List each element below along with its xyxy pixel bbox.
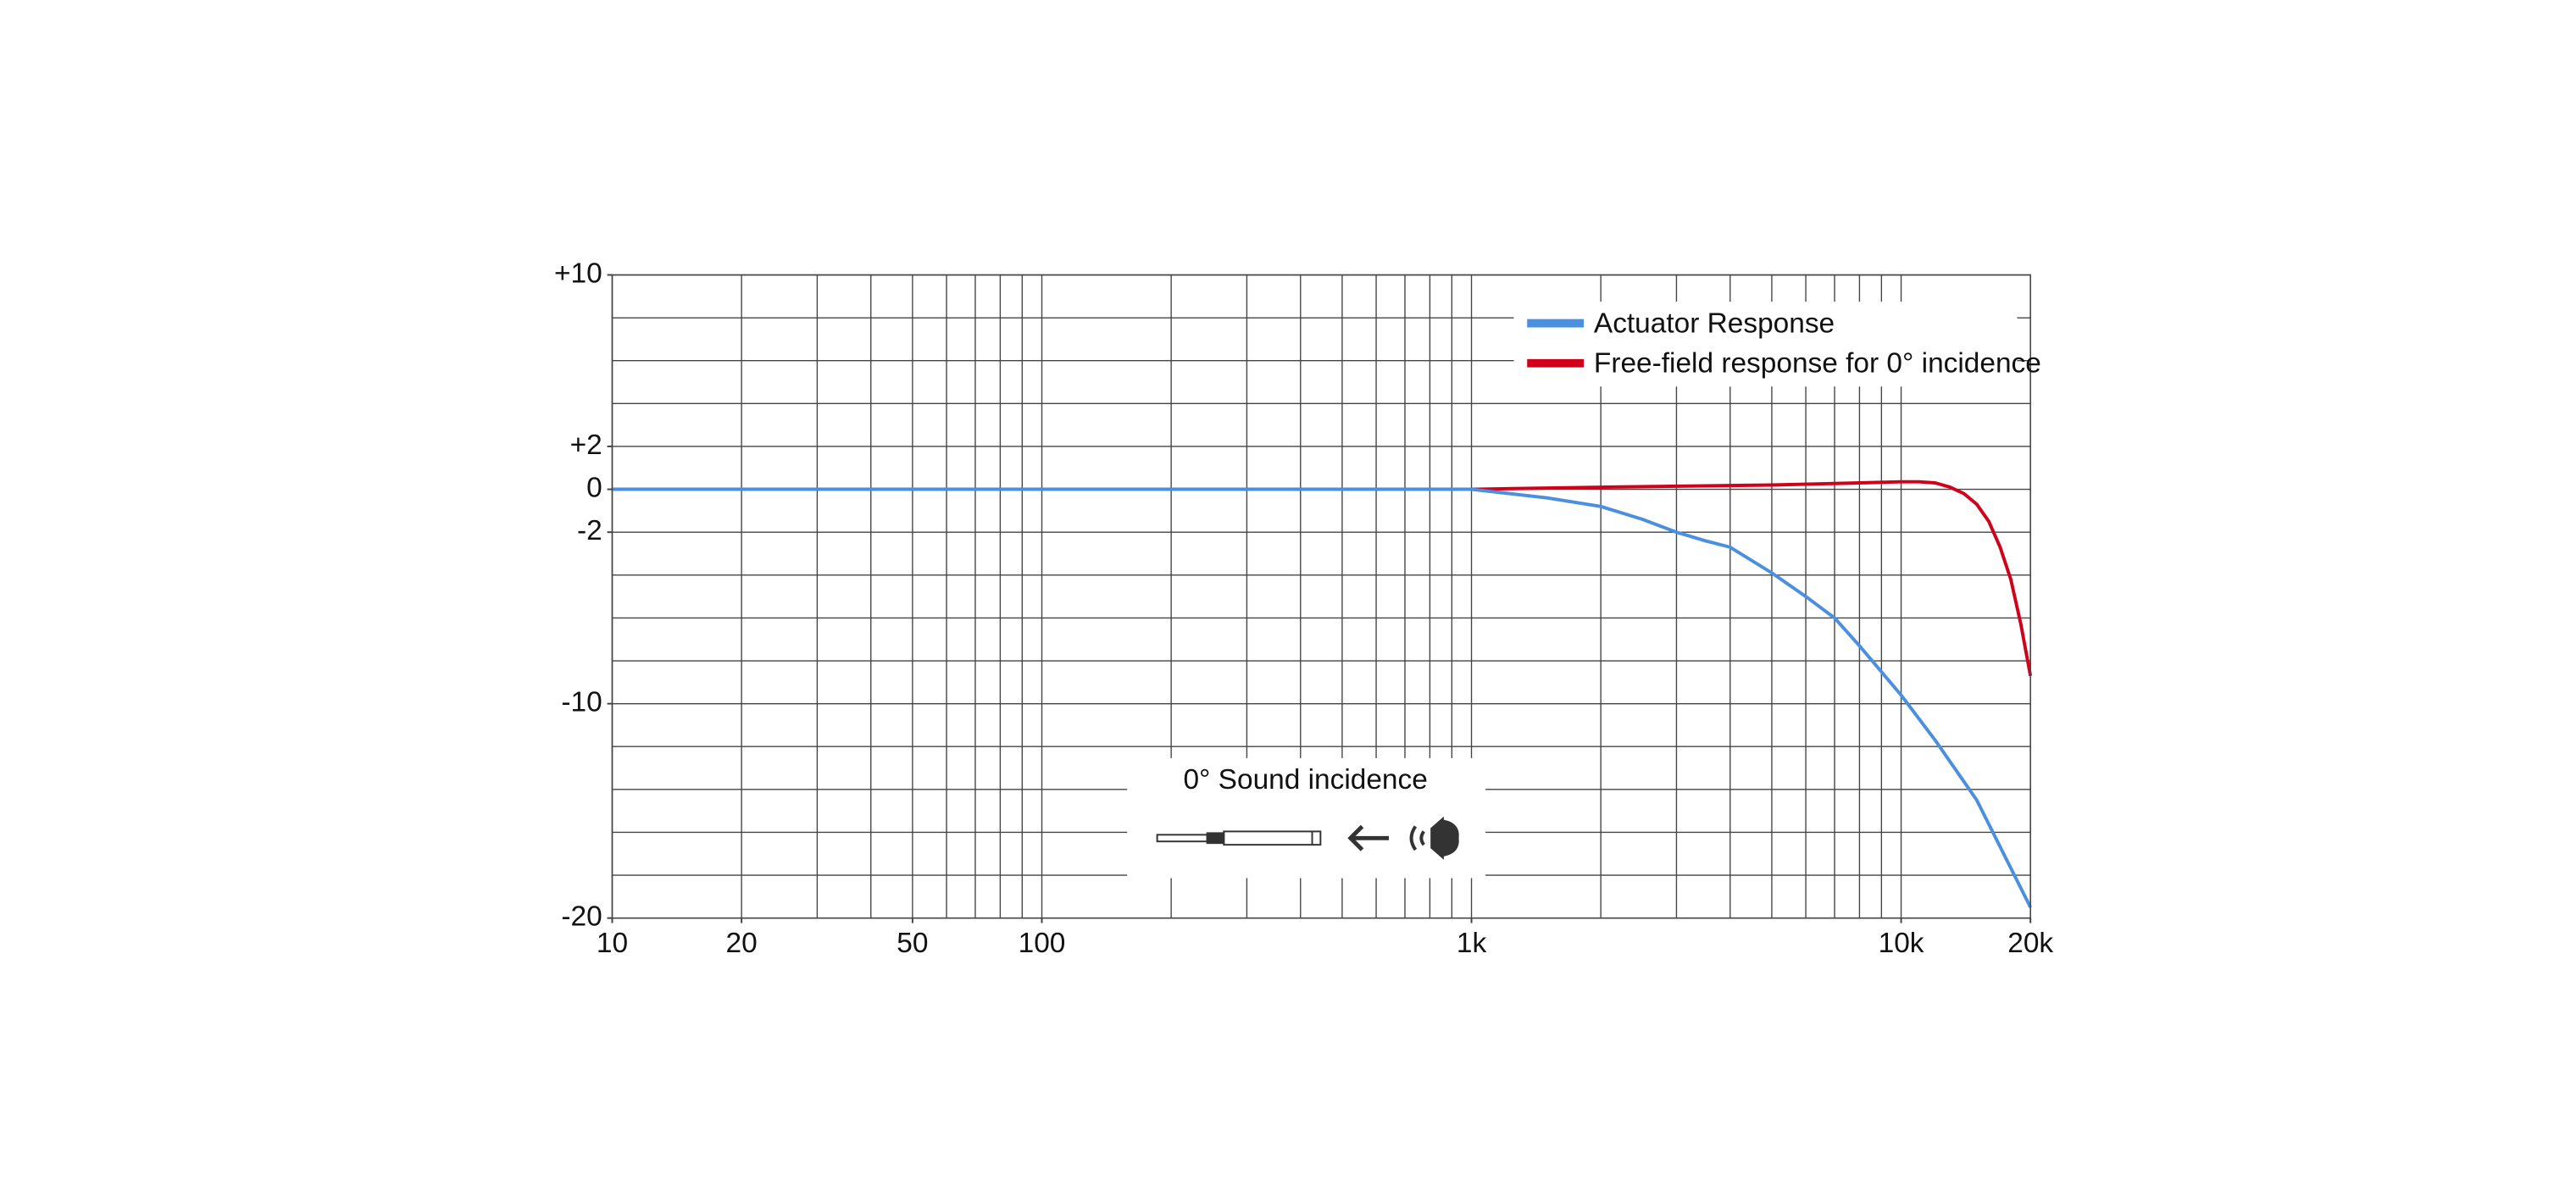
arrow-icon xyxy=(1347,824,1389,851)
x-tick-label: 10 xyxy=(597,928,628,959)
speaker-icon xyxy=(1409,816,1459,860)
incidence-annotation: 0° Sound incidence xyxy=(1127,757,1486,879)
y-tick-label: -2 xyxy=(577,515,602,546)
legend: Actuator Response Free-field response fo… xyxy=(1513,301,2041,387)
y-tick-label: -20 xyxy=(561,901,602,933)
y-tick-label: +2 xyxy=(570,430,602,461)
x-tick-label: 50 xyxy=(897,928,928,959)
microphone-icon xyxy=(1156,830,1322,846)
x-tick-label: 1k xyxy=(1457,928,1487,959)
legend-box xyxy=(1513,301,2018,387)
y-tick-label: 0 xyxy=(586,472,602,503)
x-tick-label: 20k xyxy=(2007,928,2053,959)
x-tick-label: 20 xyxy=(726,928,758,959)
x-tick-label: 100 xyxy=(1019,928,1066,959)
annotation-box xyxy=(1127,757,1486,879)
x-tick-label: 10k xyxy=(1879,928,1924,959)
plot-lines xyxy=(612,480,2033,908)
legend-label: Free-field response for 0° incidence xyxy=(1594,348,2041,380)
legend-label: Actuator Response xyxy=(1594,308,1835,339)
series-line xyxy=(612,480,2033,677)
annotation-text: 0° Sound incidence xyxy=(1183,764,1427,796)
plot-frame xyxy=(611,274,2031,919)
y-tick-label: +10 xyxy=(554,258,602,289)
series-line xyxy=(612,487,2032,908)
y-tick-label: -10 xyxy=(561,686,602,718)
